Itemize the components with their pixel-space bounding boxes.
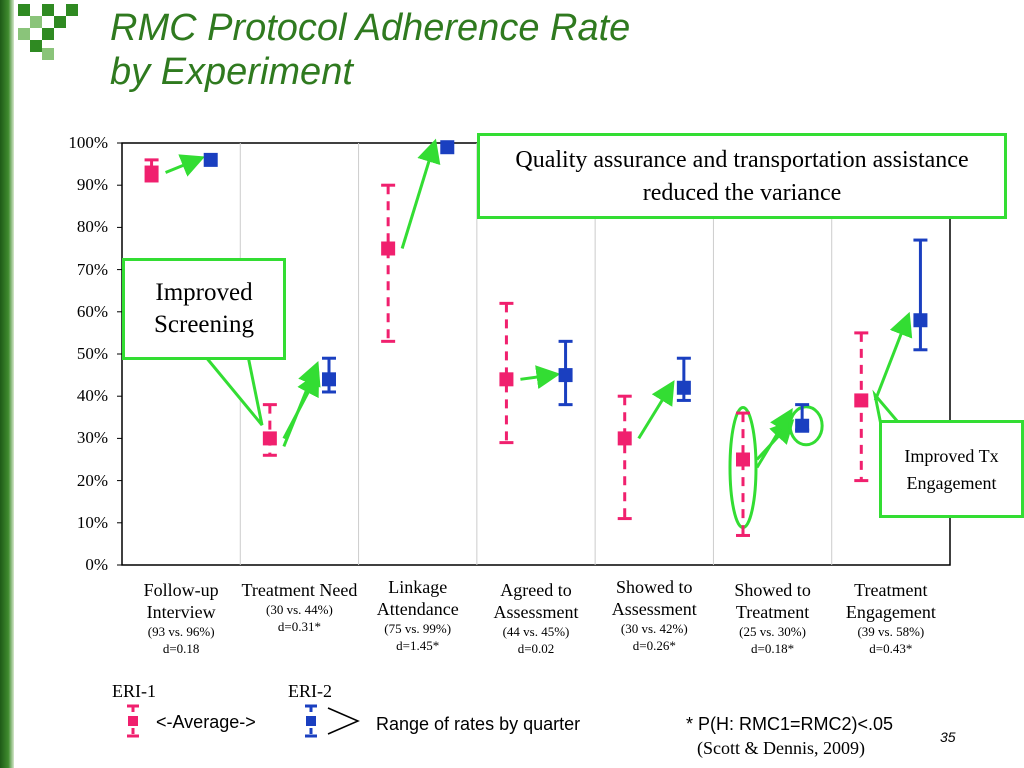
y-tick-label: 30%	[76, 428, 108, 448]
x-category-stats: (30 vs. 42%)	[620, 621, 688, 636]
y-tick-label: 0%	[85, 555, 108, 574]
eri2-average-point	[913, 313, 928, 328]
x-category-effect-size: d=0.43*	[869, 641, 913, 656]
x-category-name: Treatment Engagement	[845, 580, 936, 622]
x-category-effect-size: d=0.31*	[277, 619, 321, 634]
x-category-name: Linkage Attendance	[376, 577, 459, 619]
x-category-effect-size: d=0.02	[517, 641, 555, 656]
checkered-logo	[18, 4, 78, 60]
eri1-average-point	[736, 452, 750, 467]
eri2-average-point	[676, 380, 691, 395]
x-category-name: Treatment Need	[241, 580, 358, 600]
improvement-arrow	[873, 311, 913, 401]
title-line-1: RMC Protocol Adherence Rate	[110, 7, 631, 49]
citation: (Scott & Dennis, 2009)	[697, 738, 865, 758]
eri1-average-point	[499, 372, 514, 387]
x-category-effect-size: d=0.18*	[751, 641, 795, 656]
x-category-stats: (39 vs. 58%)	[857, 624, 925, 639]
highlight-ellipse-eri2	[788, 405, 824, 447]
page-number: 35	[940, 729, 956, 745]
x-category-label: Treatment Engagement (39 vs. 58%) d=0.43*	[832, 579, 950, 657]
x-category-effect-size: d=1.45*	[396, 638, 440, 653]
x-category-name: Follow-up Interview	[143, 580, 219, 622]
improvement-arrow	[520, 365, 561, 390]
x-category-label: Follow-up Interview (93 vs. 96%) d=0.18	[122, 579, 240, 657]
x-category-effect-size: d=0.18	[162, 641, 200, 656]
y-tick-label: 90%	[76, 175, 108, 195]
improvement-arrow	[282, 360, 321, 447]
x-category-name: Agreed to Assessment	[493, 580, 579, 622]
callout-improved-screening: Improved Screening	[122, 258, 286, 360]
eri2-average-point	[322, 372, 336, 387]
legend-average-label: <-Average->	[156, 712, 256, 732]
legend-eri2-point	[306, 716, 316, 726]
x-category-label: Treatment Need (30 vs. 44%) d=0.31*	[240, 579, 358, 635]
eri1-average-point	[854, 393, 869, 408]
x-category-label: Agreed to Assessment (44 vs. 45%) d=0.02	[477, 579, 595, 657]
x-category-effect-size: d=0.26*	[632, 638, 676, 653]
eri2-average-point	[795, 418, 810, 433]
slide-title: RMC Protocol Adherence Rate by Experimen…	[110, 6, 630, 94]
eri1-average-point	[144, 165, 159, 180]
x-category-stats: (75 vs. 99%)	[384, 621, 452, 636]
screening-pointer	[201, 354, 264, 426]
improvement-arrow	[165, 154, 206, 177]
y-tick-label: 60%	[76, 301, 108, 321]
x-category-stats: (30 vs. 44%)	[266, 602, 333, 617]
y-tick-label: 20%	[76, 470, 108, 490]
title-line-2: by Experiment	[110, 51, 353, 93]
eri2-average-point	[440, 140, 455, 155]
x-category-label: Showed to Assessment (30 vs. 42%) d=0.26*	[595, 576, 713, 654]
callout-quality-assurance: Quality assurance and transportation ass…	[477, 133, 1007, 219]
legend-eri1-point	[128, 716, 138, 726]
x-category-stats: (25 vs. 30%)	[739, 624, 806, 639]
left-decorative-bar	[0, 0, 14, 768]
y-tick-label: 40%	[76, 386, 108, 406]
eri2-average-point	[558, 368, 573, 383]
legend-range-label: Range of rates by quarter	[376, 714, 581, 734]
improvement-arrow	[400, 138, 441, 249]
y-tick-label: 70%	[76, 259, 108, 279]
eri1-average-point	[617, 431, 632, 446]
y-tick-label: 50%	[76, 344, 108, 363]
y-tick-label: 100%	[68, 133, 108, 152]
x-category-stats: (93 vs. 96%)	[147, 624, 215, 639]
legend-range-pointer	[327, 707, 360, 735]
x-category-label: Showed to Treatment (25 vs. 30%) d=0.18*	[714, 579, 832, 657]
x-category-stats: (44 vs. 45%)	[502, 624, 570, 639]
y-tick-label: 10%	[76, 512, 108, 532]
x-category-label: Linkage Attendance (75 vs. 99%) d=1.45*	[359, 576, 477, 654]
x-category-name: Showed to Treatment	[734, 580, 811, 622]
improvement-arrow	[637, 380, 675, 440]
x-category-name: Showed to Assessment	[611, 577, 697, 619]
footnote-significance: * P(H: RMC1=RMC2)<.05	[686, 714, 894, 734]
eri1-average-point	[262, 431, 277, 446]
improvement-arrow	[755, 408, 793, 469]
eri1-average-point	[381, 241, 396, 256]
callout-improved-tx-engagement: Improved Tx Engagement	[879, 420, 1024, 518]
legend-eri2-label: ERI-2	[288, 681, 332, 701]
y-tick-label: 80%	[76, 217, 108, 237]
legend-eri1-label: ERI-1	[112, 681, 156, 701]
eri2-average-point	[203, 152, 218, 167]
